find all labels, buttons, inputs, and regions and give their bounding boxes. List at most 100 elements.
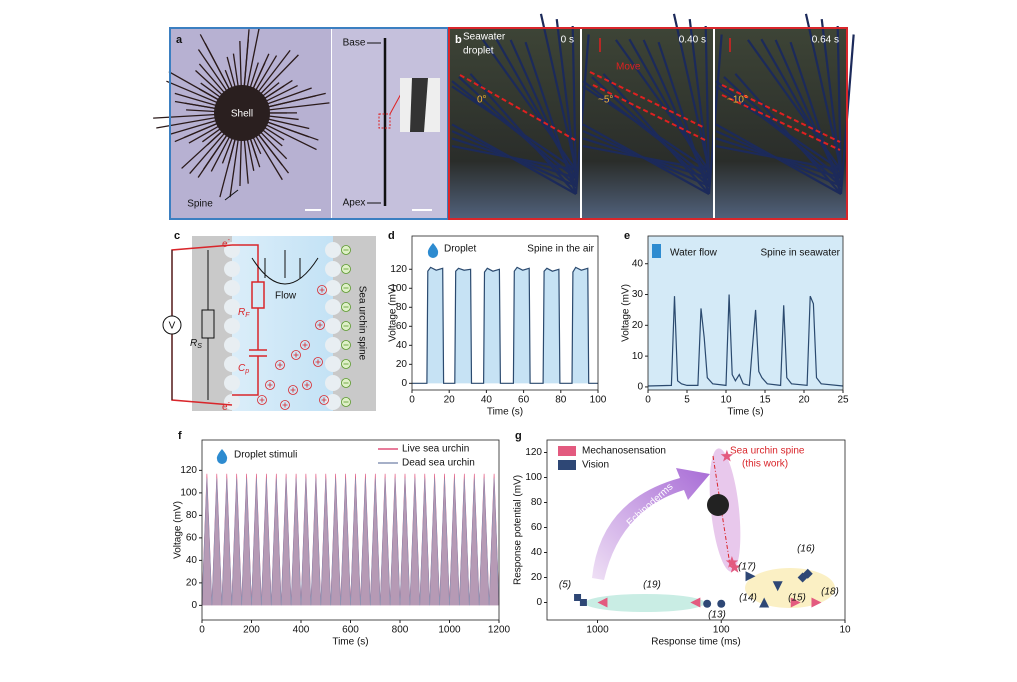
legend-label: Live sea urchin xyxy=(402,444,469,455)
label: Shell xyxy=(231,109,253,120)
x-tick-label: 0 xyxy=(645,395,651,406)
y-tick-label: 80 xyxy=(531,497,543,508)
pore xyxy=(325,337,341,353)
annotation: Spine in the air xyxy=(527,244,594,255)
panel-c: c e- e- Flow RF Cp RS V Sea urchin spine xyxy=(163,230,380,420)
x-tick-label: 100 xyxy=(590,395,607,406)
x-tick-label: 40 xyxy=(481,395,493,406)
y-tick-label: 100 xyxy=(525,472,542,483)
y-tick-label: 120 xyxy=(390,264,407,275)
angle-label: ~5° xyxy=(598,95,613,106)
x-tick-label: 800 xyxy=(392,625,409,636)
annotation: (15) xyxy=(788,593,806,604)
y-axis-label: Response potential (mV) xyxy=(513,475,524,585)
pore xyxy=(224,337,240,353)
pore xyxy=(224,280,240,296)
x-tick-label: 10 xyxy=(839,625,851,636)
y-tick-label: 60 xyxy=(531,522,543,533)
y-tick-label: 120 xyxy=(180,465,197,476)
angle-label: ~10° xyxy=(727,95,748,106)
x-axis-label: Response time (ms) xyxy=(651,637,740,648)
label: Base xyxy=(343,38,366,49)
label: Apex xyxy=(343,198,366,209)
y-tick-label: 40 xyxy=(186,555,198,566)
time-label: 0.64 s xyxy=(812,35,839,46)
pore xyxy=(325,318,341,334)
annotation: (13) xyxy=(708,610,726,621)
x-tick-label: 100 xyxy=(713,625,730,636)
annotation: Droplet xyxy=(444,244,476,255)
panel-label: b xyxy=(455,34,462,46)
panel-g-deco xyxy=(585,447,835,612)
time-label: 0 s xyxy=(561,35,574,46)
pore xyxy=(325,261,341,277)
label: Seawater xyxy=(463,32,506,43)
arrow xyxy=(592,468,710,580)
x-tick-label: 1000 xyxy=(586,625,609,636)
panel-label: g xyxy=(515,430,522,442)
x-tick-label: 200 xyxy=(243,625,260,636)
panel-label: e xyxy=(624,230,630,242)
time-label: 0.40 s xyxy=(679,35,706,46)
x-tick-label: 80 xyxy=(555,395,567,406)
y-tick-label: 60 xyxy=(186,533,198,544)
pore xyxy=(325,280,341,296)
panel-b: b Seawater droplet 0 s 0.40 s 0.64 s Mov… xyxy=(449,14,854,219)
legend-label: Mechanosensation xyxy=(582,446,666,457)
y-tick-label: 80 xyxy=(186,510,198,521)
annotation: (this work) xyxy=(742,459,788,470)
subscript: p xyxy=(244,368,249,375)
annotation: (14) xyxy=(739,593,757,604)
annotation: (18) xyxy=(821,587,839,598)
area xyxy=(412,267,598,383)
x-tick-label: 0 xyxy=(199,625,205,636)
annotation: (5) xyxy=(559,580,571,591)
label: Move xyxy=(616,62,641,73)
y-tick-label: 0 xyxy=(401,378,407,389)
icon xyxy=(707,494,729,516)
annotation: Spine in seawater xyxy=(761,248,841,259)
y-tick-label: 20 xyxy=(396,359,408,370)
panel-label: f xyxy=(178,430,182,442)
symbol: R xyxy=(190,338,197,349)
pore xyxy=(224,375,240,391)
pore xyxy=(325,375,341,391)
y-tick-label: 10 xyxy=(632,351,644,362)
x-tick-label: 400 xyxy=(293,625,310,636)
annotation: (16) xyxy=(797,544,815,555)
pore xyxy=(325,356,341,372)
pore xyxy=(224,261,240,277)
subscript: F xyxy=(245,312,250,319)
panel-a: a Shell Spine Base Apex xyxy=(153,28,448,219)
label: Sea urchin spine xyxy=(356,286,367,361)
x-tick-label: 5 xyxy=(684,395,690,406)
panel-label: d xyxy=(388,230,395,242)
point xyxy=(703,600,711,608)
pore xyxy=(325,242,341,258)
x-tick-label: 60 xyxy=(518,395,530,406)
y-tick-label: 20 xyxy=(186,578,198,589)
annotation: Water flow xyxy=(670,248,718,259)
y-tick-label: 0 xyxy=(191,600,197,611)
y-tick-label: 0 xyxy=(637,382,643,393)
label: Spine xyxy=(187,199,213,210)
pore xyxy=(224,318,240,334)
legend-swatch xyxy=(558,460,576,470)
panel-label: a xyxy=(176,34,183,46)
drop-icon xyxy=(428,243,438,258)
y-axis-label: Voltage (mV) xyxy=(621,284,632,342)
panel-label: c xyxy=(174,230,180,242)
annotation: (19) xyxy=(643,580,661,591)
y-axis-label: Voltage (mV) xyxy=(388,284,399,342)
y-tick-label: 40 xyxy=(632,258,644,269)
x-tick-label: 0 xyxy=(409,395,415,406)
drop-icon xyxy=(217,449,227,464)
y-tick-label: 30 xyxy=(632,289,644,300)
x-tick-label: 20 xyxy=(444,395,456,406)
pore xyxy=(325,394,341,410)
x-axis-label: Time (s) xyxy=(727,407,763,418)
legend-label: Vision xyxy=(582,460,609,471)
point xyxy=(717,600,725,608)
x-axis-label: Time (s) xyxy=(332,637,368,648)
